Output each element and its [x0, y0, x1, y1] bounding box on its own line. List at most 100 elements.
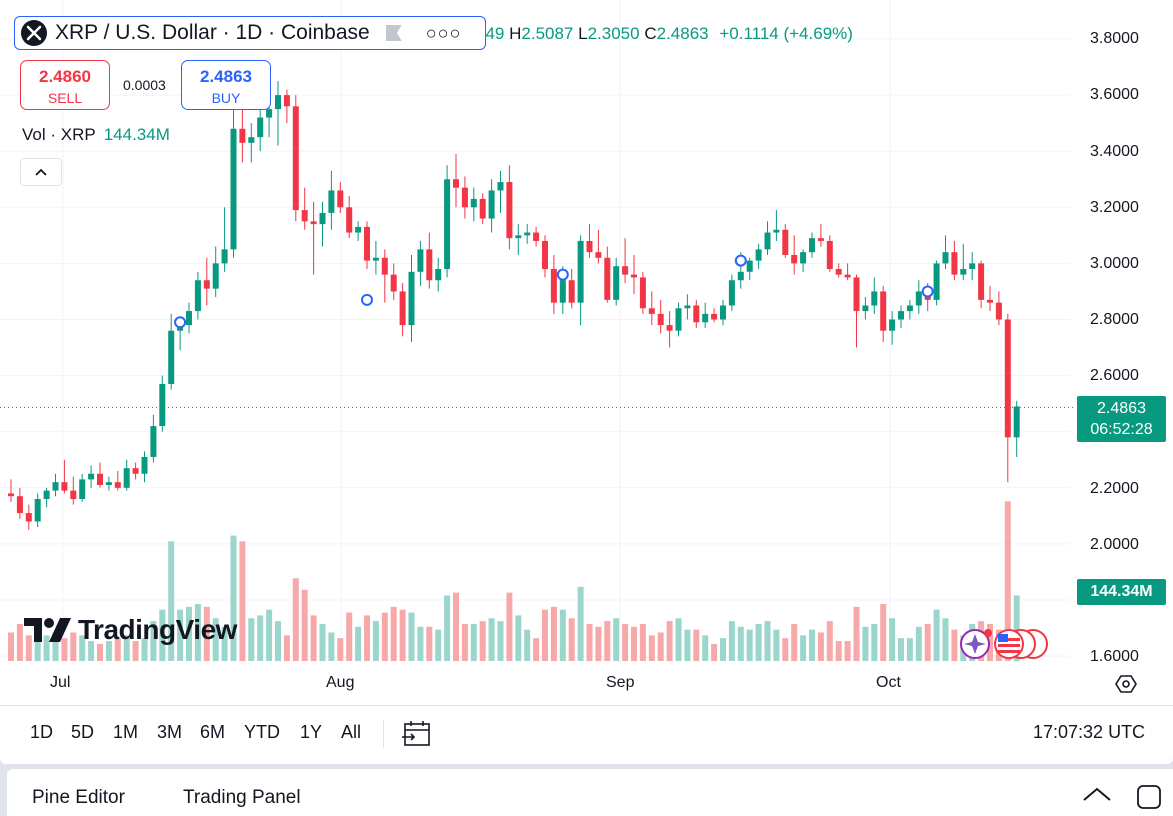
volume-bar [43, 635, 50, 661]
volume-bar [648, 635, 655, 661]
range-3m-button[interactable]: 3M [157, 722, 183, 742]
candle-body [737, 271, 744, 281]
candle-body [283, 95, 290, 107]
volume-bar [889, 618, 896, 661]
range-1y-button[interactable]: 1Y [300, 722, 323, 742]
volume-bar [577, 586, 584, 661]
volume-bar [702, 635, 709, 661]
candle-body [470, 198, 477, 208]
ohlc-high-value: 2.5087 [521, 24, 574, 43]
volume-bar [639, 623, 646, 661]
time-tick: Jul [50, 674, 71, 691]
time-tick: Aug [326, 674, 355, 691]
candle-body [159, 384, 166, 427]
volume-bar [399, 609, 406, 661]
candle-body [791, 254, 798, 264]
candle-body [702, 313, 709, 323]
date-range-calendar-icon[interactable] [401, 720, 431, 748]
ohlc-change-value: +0.1114 (+4.69%) [719, 24, 853, 43]
candle-body [693, 305, 700, 323]
candle-body [782, 229, 789, 255]
volume-bar [720, 638, 726, 661]
candle-body [728, 280, 735, 306]
tab-trading-panel[interactable]: Trading Panel [183, 787, 301, 808]
range-ytd-button[interactable]: YTD [244, 722, 280, 742]
volume-bar [826, 621, 833, 661]
candle-body [417, 249, 424, 272]
event-badges[interactable] [955, 626, 1055, 662]
tab-pine-editor[interactable]: Pine Editor [32, 787, 125, 808]
candle-body [933, 263, 940, 300]
volume-bar [684, 629, 691, 661]
candle-body [720, 305, 726, 320]
volume-bar [862, 626, 869, 661]
candle-body [889, 319, 896, 331]
candle-body [221, 249, 228, 264]
volume-bar [542, 609, 548, 661]
candle-body [79, 479, 86, 500]
flag-icon[interactable] [384, 23, 404, 43]
us-flag-icon[interactable] [994, 629, 1048, 659]
candle-body [97, 473, 103, 485]
bar-countdown: 06:52:28 [1090, 421, 1153, 438]
candle-body [898, 311, 904, 320]
price-tick: 2.6000 [1090, 367, 1139, 384]
candle-body [764, 232, 771, 250]
chart-area[interactable]: XRP / U.S. Dollar · 1D · Coinbase ○○○ 74… [0, 0, 1173, 764]
range-1m-button[interactable]: 1M [113, 722, 139, 742]
volume-bar [230, 535, 237, 661]
sell-button[interactable]: 2.4860 SELL [20, 60, 110, 110]
range-6m-button[interactable]: 6M [200, 722, 226, 742]
collapse-legend-button[interactable] [20, 158, 62, 186]
candle-body [862, 305, 869, 312]
maximize-panel-icon[interactable] [1135, 783, 1163, 811]
candle-body [346, 207, 353, 233]
range-5d-button[interactable]: 5D [71, 722, 95, 742]
ohlc-legend: 749 H2.5087 L2.3050 C2.4863 +0.1114 (+4.… [476, 24, 853, 44]
volume-bar [666, 621, 673, 661]
volume-bar [506, 592, 513, 661]
volume-bar [871, 623, 878, 661]
candle-body [515, 235, 522, 239]
sparkle-icon[interactable] [960, 629, 992, 659]
volume-bar [123, 635, 130, 661]
candle-body [141, 456, 148, 474]
candle-body [595, 252, 602, 258]
symbol-search-box[interactable]: XRP / U.S. Dollar · 1D · Coinbase ○○○ [14, 16, 486, 50]
range-toolbar: 1D 5D 1M 3M 6M YTD 1Y All 17:07:32 UTC [0, 714, 1173, 754]
volume-bar [550, 606, 557, 661]
range-all-button[interactable]: All [341, 722, 362, 742]
candle-body [310, 221, 317, 225]
more-options-icon[interactable]: ○○○ [425, 22, 462, 43]
price-chart[interactable] [0, 0, 1173, 705]
volume-bar [773, 629, 780, 661]
candle-body [16, 496, 23, 514]
ohlc-close-value: 2.4863 [656, 24, 709, 43]
candle-body [408, 271, 415, 326]
candle-body [604, 257, 611, 300]
time-tick: Oct [876, 674, 901, 691]
volume-bar [809, 629, 815, 661]
price-tick: 1.6000 [1090, 648, 1139, 665]
chevron-up-icon[interactable] [1080, 783, 1114, 807]
candle-body [328, 190, 335, 213]
candle-body [337, 190, 344, 208]
xrp-logo-icon [21, 20, 47, 46]
candle-body [746, 260, 753, 272]
candle-body [942, 252, 949, 264]
volume-bar [408, 612, 415, 661]
utc-clock[interactable]: 17:07:32 UTC [1033, 722, 1146, 742]
candle-body [426, 249, 433, 281]
buy-label: BUY [211, 90, 241, 106]
chart-settings-button[interactable] [1114, 672, 1138, 696]
candle-body [675, 308, 682, 331]
candle-body [586, 240, 593, 253]
volume-bar [782, 638, 789, 661]
candle-body [8, 493, 14, 497]
range-1d-button[interactable]: 1D [30, 722, 54, 742]
tradingview-logo-icon [24, 618, 71, 642]
volume-bar [497, 621, 504, 661]
candle-body [114, 482, 121, 488]
candle-body [43, 490, 50, 500]
buy-button[interactable]: 2.4863 BUY [181, 60, 271, 110]
